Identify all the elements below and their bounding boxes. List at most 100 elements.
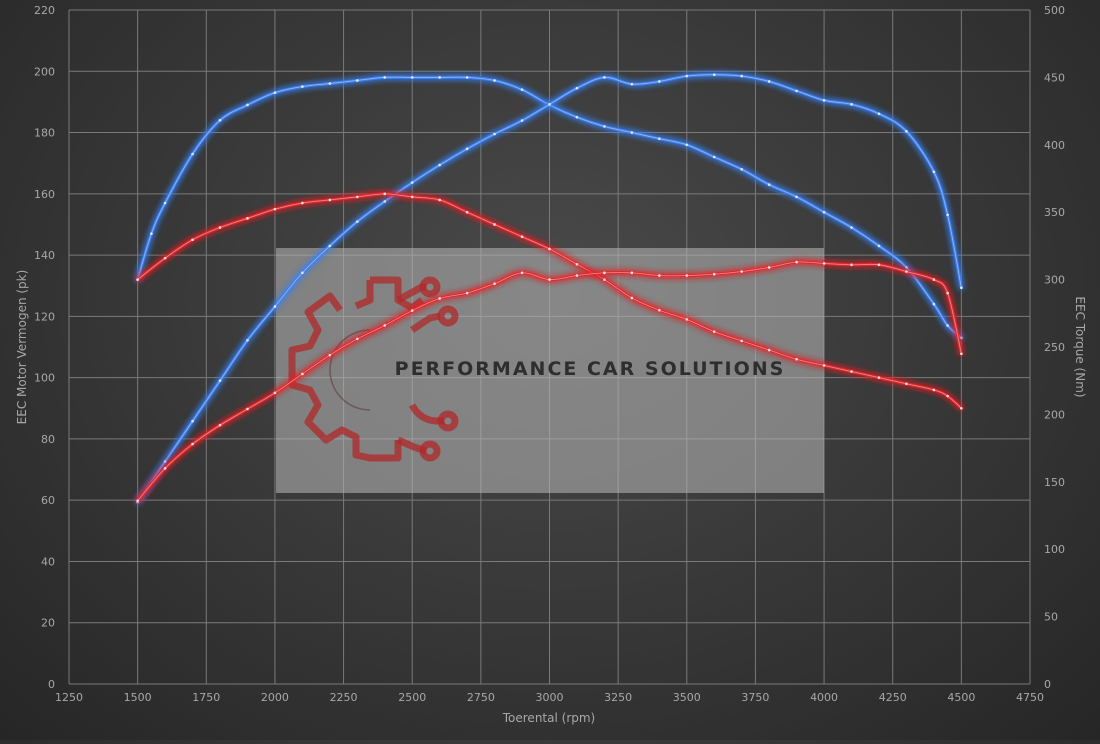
x-tick-label: 4250 [879,691,907,704]
data-point [822,262,826,265]
data-point [932,388,936,392]
data-point [163,460,167,463]
series-line-core [137,193,962,409]
data-point [946,394,949,398]
data-point [795,357,798,361]
data-point [712,155,716,159]
data-point [767,80,771,83]
data-point [163,256,167,260]
data-point [191,442,194,446]
data-point [438,297,441,300]
y-right-tick-label: 350 [1044,206,1065,219]
data-point [383,192,387,196]
data-point [630,82,634,86]
x-tick-label: 1500 [124,691,152,704]
data-point [575,115,579,119]
data-point [520,271,524,275]
data-point [493,282,496,285]
y-right-tick-label: 450 [1044,71,1065,84]
data-point [905,266,908,269]
x-tick-label: 2250 [330,691,358,704]
x-tick-label: 4500 [947,691,975,704]
data-point [740,339,743,343]
x-tick-label: 3500 [673,691,701,704]
data-point [356,79,359,82]
series-line-core [137,261,962,501]
data-point [520,235,524,239]
x-tick-label: 4750 [1016,691,1044,704]
data-point [328,198,332,202]
data-point [767,266,771,269]
series-3 [136,260,963,503]
y-right-tick-label: 0 [1044,678,1051,691]
data-point [946,291,949,295]
y-right-tick-label: 100 [1044,543,1065,556]
data-point [767,183,771,186]
y-axis-right-title: EEC Torque (Nm) [1073,296,1087,397]
data-point [246,407,249,411]
data-point [136,499,139,502]
data-point [383,200,387,203]
watermark-text: PERFORMANCE CAR SOLUTIONS [395,358,786,380]
data-point [946,213,949,217]
data-point [795,260,798,264]
data-point [301,85,304,88]
y-right-tick-label: 400 [1044,139,1065,152]
data-point [410,309,414,312]
series-1 [136,73,963,504]
data-point [795,89,798,93]
data-point [712,330,716,333]
data-point [438,76,441,79]
x-tick-label: 3250 [604,691,632,704]
data-point [960,286,963,289]
x-tick-label: 1250 [55,691,83,704]
data-point [328,353,332,357]
data-point [465,291,469,295]
data-point [218,379,222,383]
data-point [685,143,689,147]
data-point [493,132,496,136]
data-point [850,103,853,106]
y-right-tick-label: 250 [1044,341,1065,354]
data-point [548,247,551,251]
data-point [328,82,332,85]
data-point [932,278,936,281]
data-point [877,112,881,116]
data-point [150,232,153,235]
data-point [685,74,689,78]
y-right-tick-label: 50 [1044,611,1058,624]
data-point [603,271,606,275]
y-left-tick-label: 20 [41,617,55,630]
x-tick-label: 4000 [810,691,838,704]
data-point [410,76,414,79]
data-point [575,86,579,90]
data-point [356,337,359,341]
data-point [630,271,634,275]
data-point [191,419,194,423]
y-left-tick-label: 180 [34,127,55,140]
data-point [548,103,551,106]
data-point [410,195,414,199]
data-point [685,318,689,321]
data-point [438,163,441,167]
data-point [246,217,249,220]
data-point [850,263,853,267]
y-left-tick-label: 200 [34,65,55,78]
data-point [658,308,661,312]
data-point [493,79,496,82]
data-point [603,76,606,79]
data-point [548,278,551,281]
data-point [740,168,743,171]
data-point [658,80,661,83]
data-point [740,270,743,273]
data-point [905,130,908,133]
y-left-tick-label: 60 [41,494,55,507]
data-point [301,271,304,275]
data-point [163,467,167,470]
series-lines [136,73,963,504]
data-point [932,170,936,174]
data-point [465,76,469,79]
data-point [767,348,771,352]
